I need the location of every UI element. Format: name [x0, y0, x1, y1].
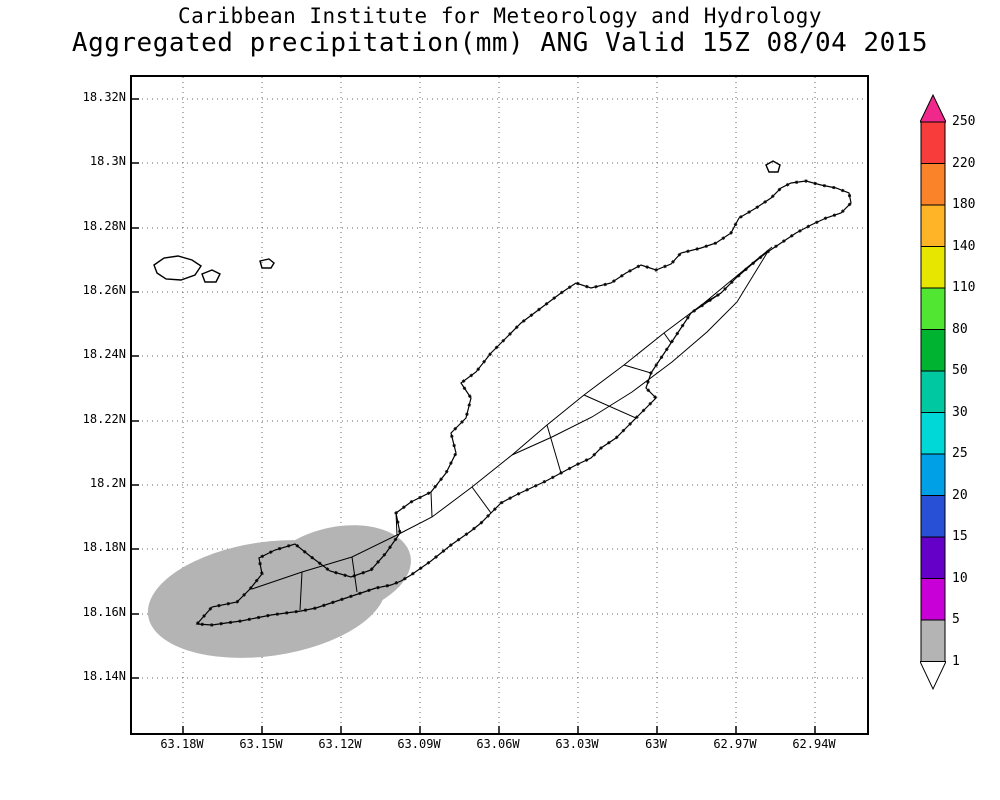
islets	[153, 160, 781, 283]
colorbar-segment	[920, 412, 946, 455]
x-axis-label: 63W	[645, 737, 667, 751]
catchment-boundaries	[251, 246, 773, 611]
x-axis-label: 62.94W	[792, 737, 836, 751]
colorbar-label: 15	[952, 529, 968, 544]
x-axis-label: 63.06W	[476, 737, 520, 751]
colorbar-label: 140	[952, 239, 976, 254]
colorbar-label: 180	[952, 197, 976, 212]
colorbar-segment	[920, 370, 946, 413]
colorbar-label: 5	[952, 612, 960, 627]
colorbar-label: 50	[952, 363, 968, 378]
colorbar-label: 20	[952, 488, 968, 503]
colorbar-bottom-arrow	[920, 661, 946, 691]
colorbar-segment	[920, 163, 946, 206]
precipitation-shaded-area	[147, 525, 411, 658]
colorbar-segment	[920, 619, 946, 662]
islet-west-small	[201, 269, 221, 283]
y-axis-label: 18.22N	[82, 412, 126, 426]
map-plot	[132, 77, 867, 733]
y-axis-label: 18.3N	[89, 154, 126, 168]
colorbar-label: 250	[952, 114, 976, 129]
colorbar-label: 25	[952, 446, 968, 461]
colorbar-segment	[920, 453, 946, 496]
colorbar-segment	[920, 204, 946, 247]
y-axis-label: 18.2N	[89, 476, 126, 490]
islet-mid	[259, 258, 275, 269]
colorbar-segment	[920, 536, 946, 579]
colorbar-top-arrow	[920, 94, 946, 123]
colorbar-segment	[920, 495, 946, 538]
y-axis-label: 18.16N	[82, 605, 126, 619]
colorbar-segment	[920, 329, 946, 372]
y-axis-label: 18.18N	[82, 540, 126, 554]
colorbar-label: 10	[952, 571, 968, 586]
y-axis-label: 18.28N	[82, 219, 126, 233]
page-subtitle: Aggregated precipitation(mm) ANG Valid 1…	[71, 28, 929, 58]
x-axis-label: 63.03W	[555, 737, 599, 751]
colorbar-label: 30	[952, 405, 968, 420]
islet-northeast	[765, 160, 781, 173]
colorbar	[920, 94, 946, 691]
x-axis-label: 63.09W	[397, 737, 441, 751]
colorbar-label: 220	[952, 156, 976, 171]
map-plot-frame	[130, 75, 869, 735]
x-axis-label: 63.15W	[239, 737, 283, 751]
x-axis-label: 62.97W	[713, 737, 757, 751]
x-axis-label: 63.12W	[318, 737, 362, 751]
page-title: Caribbean Institute for Meteorology and …	[177, 4, 822, 28]
y-axis-label: 18.14N	[82, 669, 126, 683]
colorbar-segment	[920, 246, 946, 289]
colorbar-segment	[920, 287, 946, 330]
colorbar-label: 80	[952, 322, 968, 337]
colorbar-label: 110	[952, 280, 976, 295]
y-axis-label: 18.32N	[82, 90, 126, 104]
islet-west	[153, 255, 202, 281]
coastline-cell-marks	[193, 179, 853, 627]
axis-ticks-left	[132, 98, 139, 679]
y-axis-label: 18.26N	[82, 283, 126, 297]
x-axis-label: 63.18W	[160, 737, 204, 751]
y-axis-label: 18.24N	[82, 347, 126, 361]
colorbar-segment	[920, 121, 946, 164]
axis-ticks-bottom	[182, 726, 816, 733]
colorbar-segment	[920, 578, 946, 621]
colorbar-label: 1	[952, 654, 960, 669]
